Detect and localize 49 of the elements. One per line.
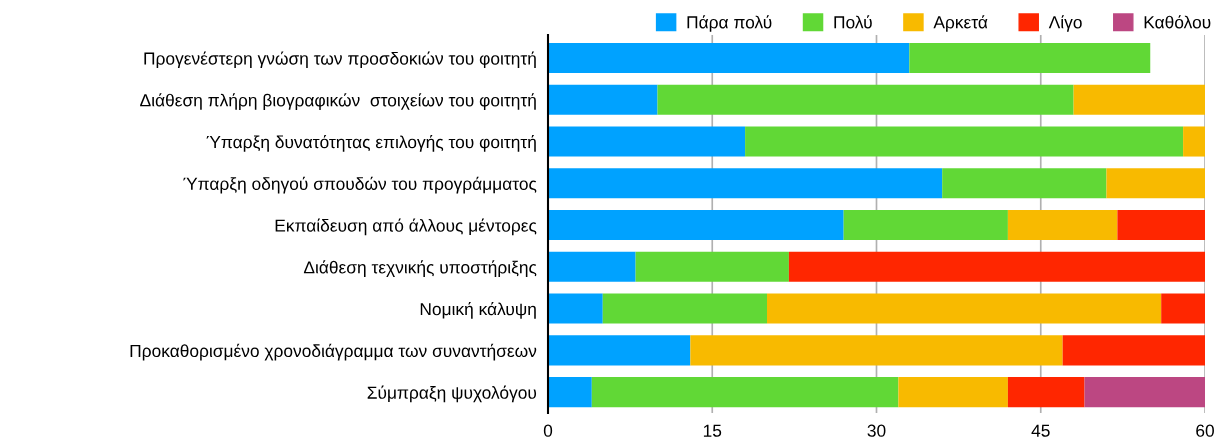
bar	[591, 377, 899, 408]
bar	[788, 251, 1205, 282]
y-tick-label: Εκπαίδευση από άλλους μέντορες	[275, 218, 537, 236]
bar	[548, 42, 910, 74]
bar	[548, 335, 691, 366]
bar	[635, 251, 789, 282]
y-tick-label: Διάθεση τεχνικής υποστήριξης	[303, 260, 537, 277]
bar	[1073, 84, 1205, 115]
bar	[1007, 210, 1118, 241]
legend-label: Λίγο	[1048, 15, 1082, 32]
y-tick-label: Προγενέστερη γνώση των προσδοκιών του φοιτητή	[144, 51, 536, 69]
bar	[548, 126, 746, 157]
legend-label: Αρκετά	[933, 15, 988, 32]
y-tick-label: Νομική κάλυψη	[420, 302, 536, 319]
bar	[548, 293, 603, 324]
bar	[1106, 168, 1205, 199]
x-tick-label: 0	[543, 424, 553, 437]
bar	[843, 210, 1008, 241]
bar	[909, 42, 1151, 74]
bar	[898, 377, 1008, 408]
y-tick-label: Σύμπραξη ψυχολόγου	[367, 385, 537, 403]
bar	[1007, 377, 1085, 408]
bar	[548, 210, 844, 241]
y-tick-label: Προκαθορισμένο χρονοδιάγραμμα των συναντήσεων	[130, 343, 537, 361]
legend-label: Πάρα πολύ	[687, 15, 772, 32]
x-tick-label: 60	[1196, 424, 1214, 437]
legend-label: Καθόλου	[1144, 15, 1211, 29]
bar	[1183, 126, 1205, 157]
bar	[548, 377, 592, 408]
y-tick-label: Ύπαρξη δυνατότητας επιλογής του φοιτητή	[206, 134, 536, 152]
x-tick-label: 45	[1031, 424, 1050, 437]
x-tick-label: 15	[703, 424, 722, 437]
bar	[942, 168, 1107, 199]
bar	[767, 293, 1162, 324]
y-tick-label: Διάθεση πλήρη βιογραφικών στοιχείων του φοιτητή	[140, 93, 536, 110]
bar	[745, 126, 1184, 157]
bar	[548, 251, 636, 282]
bar	[602, 293, 767, 324]
y-tick-label: Ύπαρξη οδηγού σπουδών του προγράμματος	[183, 176, 537, 194]
bar	[1084, 377, 1205, 408]
bar	[690, 335, 1063, 366]
bar	[1062, 335, 1205, 366]
bar	[548, 84, 658, 115]
bar	[1161, 293, 1205, 324]
bar	[548, 168, 943, 199]
bar	[657, 84, 1074, 115]
bar	[1117, 210, 1205, 241]
legend-label: Πολύ	[834, 15, 872, 29]
x-tick-label: 30	[867, 424, 886, 437]
